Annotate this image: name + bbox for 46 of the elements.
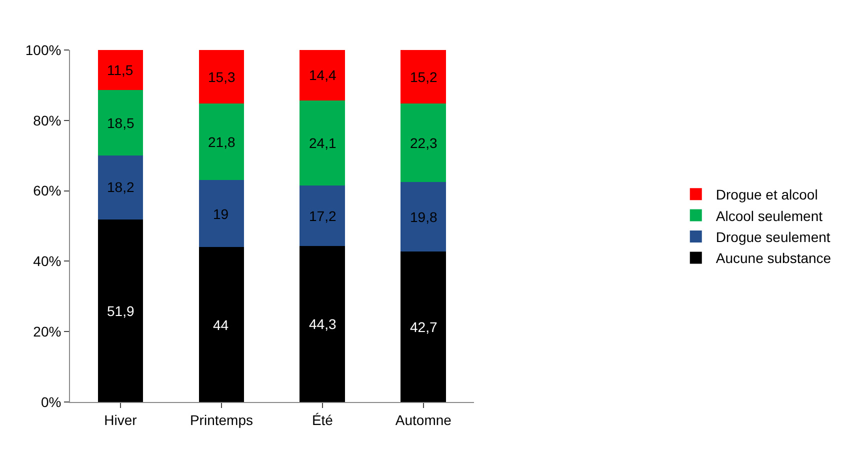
x-tick-label: Hiver	[104, 412, 138, 428]
bar	[198, 180, 244, 248]
bar	[198, 247, 244, 402]
bar	[98, 50, 144, 90]
y-tick-label: 80%	[33, 112, 62, 128]
data-label: 22,3	[410, 135, 438, 151]
legend-label: Drogue seulement	[716, 228, 830, 245]
data-label: 14,4	[309, 67, 336, 83]
data-label: 11,5	[107, 62, 134, 78]
bar	[400, 50, 446, 104]
data-label: 15,3	[208, 69, 236, 85]
data-label: 15,2	[410, 69, 438, 85]
bar	[98, 219, 144, 402]
data-label: 42,7	[410, 319, 438, 335]
x-tick-label: Printemps	[190, 412, 253, 428]
bar	[400, 182, 446, 252]
x-tick-label: Été	[312, 412, 334, 428]
bar	[300, 100, 346, 186]
data-label: 19	[213, 206, 229, 222]
data-label: 51,9	[107, 303, 134, 319]
data-label: 44,3	[309, 316, 336, 332]
data-label: 18,5	[107, 115, 134, 131]
y-tick-label: 0%	[40, 394, 62, 410]
data-label: 19,8	[410, 209, 438, 225]
bar	[300, 186, 346, 246]
y-tick-label: 20%	[33, 324, 62, 340]
data-label: 24,1	[309, 135, 336, 151]
data-label: 44	[213, 317, 229, 333]
bar	[98, 90, 144, 156]
y-tick-label: 60%	[33, 182, 62, 199]
y-tick-label: 40%	[33, 253, 62, 270]
bar	[98, 155, 144, 220]
data-label: 18,2	[107, 179, 134, 195]
bar	[198, 104, 244, 180]
bar	[400, 104, 446, 182]
y-tick-label: 100%	[25, 42, 62, 58]
bar	[300, 246, 346, 402]
data-label: 21,8	[208, 134, 236, 150]
bar	[300, 50, 346, 101]
legend-label: Drogue et alcool	[716, 186, 818, 203]
legend-label: Alcool seulement	[716, 208, 823, 224]
bar	[400, 252, 446, 402]
legend-label: Aucune substance	[716, 250, 832, 266]
data-label: 17,2	[309, 208, 336, 224]
x-tick-label: Automne	[395, 412, 452, 428]
bar	[198, 50, 244, 104]
